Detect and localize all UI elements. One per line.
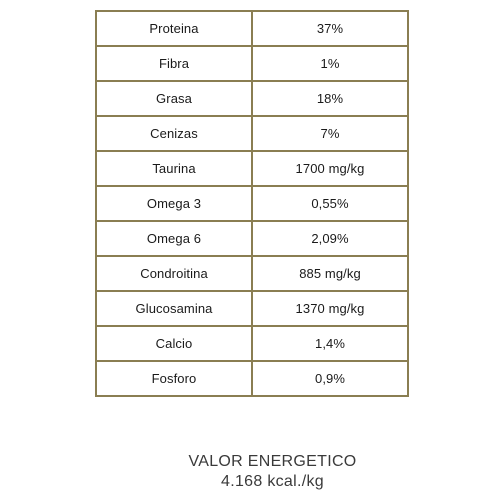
nutrient-value: 2,09% (251, 220, 409, 257)
table-row: Grasa 18% (95, 80, 409, 117)
nutrient-name: Fibra (95, 45, 253, 82)
nutrient-name: Proteina (95, 10, 253, 47)
nutrient-name: Omega 6 (95, 220, 253, 257)
nutrient-value: 1,4% (251, 325, 409, 362)
nutrient-value: 0,55% (251, 185, 409, 222)
nutrient-value: 0,9% (251, 360, 409, 397)
nutrition-table: Proteina 37% Fibra 1% Grasa 18% Cenizas … (95, 10, 409, 397)
nutrient-name: Fosforo (95, 360, 253, 397)
nutrient-value: 1% (251, 45, 409, 82)
nutrient-name: Condroitina (95, 255, 253, 292)
energy-block: VALOR ENERGETICO 4.168 kcal./kg (0, 452, 500, 492)
table-row: Taurina 1700 mg/kg (95, 150, 409, 187)
nutrient-value: 1700 mg/kg (251, 150, 409, 187)
energy-label: VALOR ENERGETICO (188, 453, 357, 470)
table-row: Proteina 37% (95, 10, 409, 47)
nutrient-value: 37% (251, 10, 409, 47)
nutrient-value: 7% (251, 115, 409, 152)
table-row: Omega 3 0,55% (95, 185, 409, 222)
nutrient-value: 18% (251, 80, 409, 117)
nutrition-table-body: Proteina 37% Fibra 1% Grasa 18% Cenizas … (95, 10, 409, 397)
nutrient-name: Cenizas (95, 115, 253, 152)
nutrient-name: Grasa (95, 80, 253, 117)
nutrient-name: Calcio (95, 325, 253, 362)
energy-value: 4.168 kcal./kg (221, 473, 324, 490)
table-row: Fibra 1% (95, 45, 409, 82)
table-row: Fosforo 0,9% (95, 360, 409, 397)
table-row: Condroitina 885 mg/kg (95, 255, 409, 292)
nutrient-name: Omega 3 (95, 185, 253, 222)
table-row: Omega 6 2,09% (95, 220, 409, 257)
nutrient-value: 885 mg/kg (251, 255, 409, 292)
nutrient-value: 1370 mg/kg (251, 290, 409, 327)
table-row: Calcio 1,4% (95, 325, 409, 362)
table-row: Cenizas 7% (95, 115, 409, 152)
table-row: Glucosamina 1370 mg/kg (95, 290, 409, 327)
nutrient-name: Glucosamina (95, 290, 253, 327)
nutrient-name: Taurina (95, 150, 253, 187)
